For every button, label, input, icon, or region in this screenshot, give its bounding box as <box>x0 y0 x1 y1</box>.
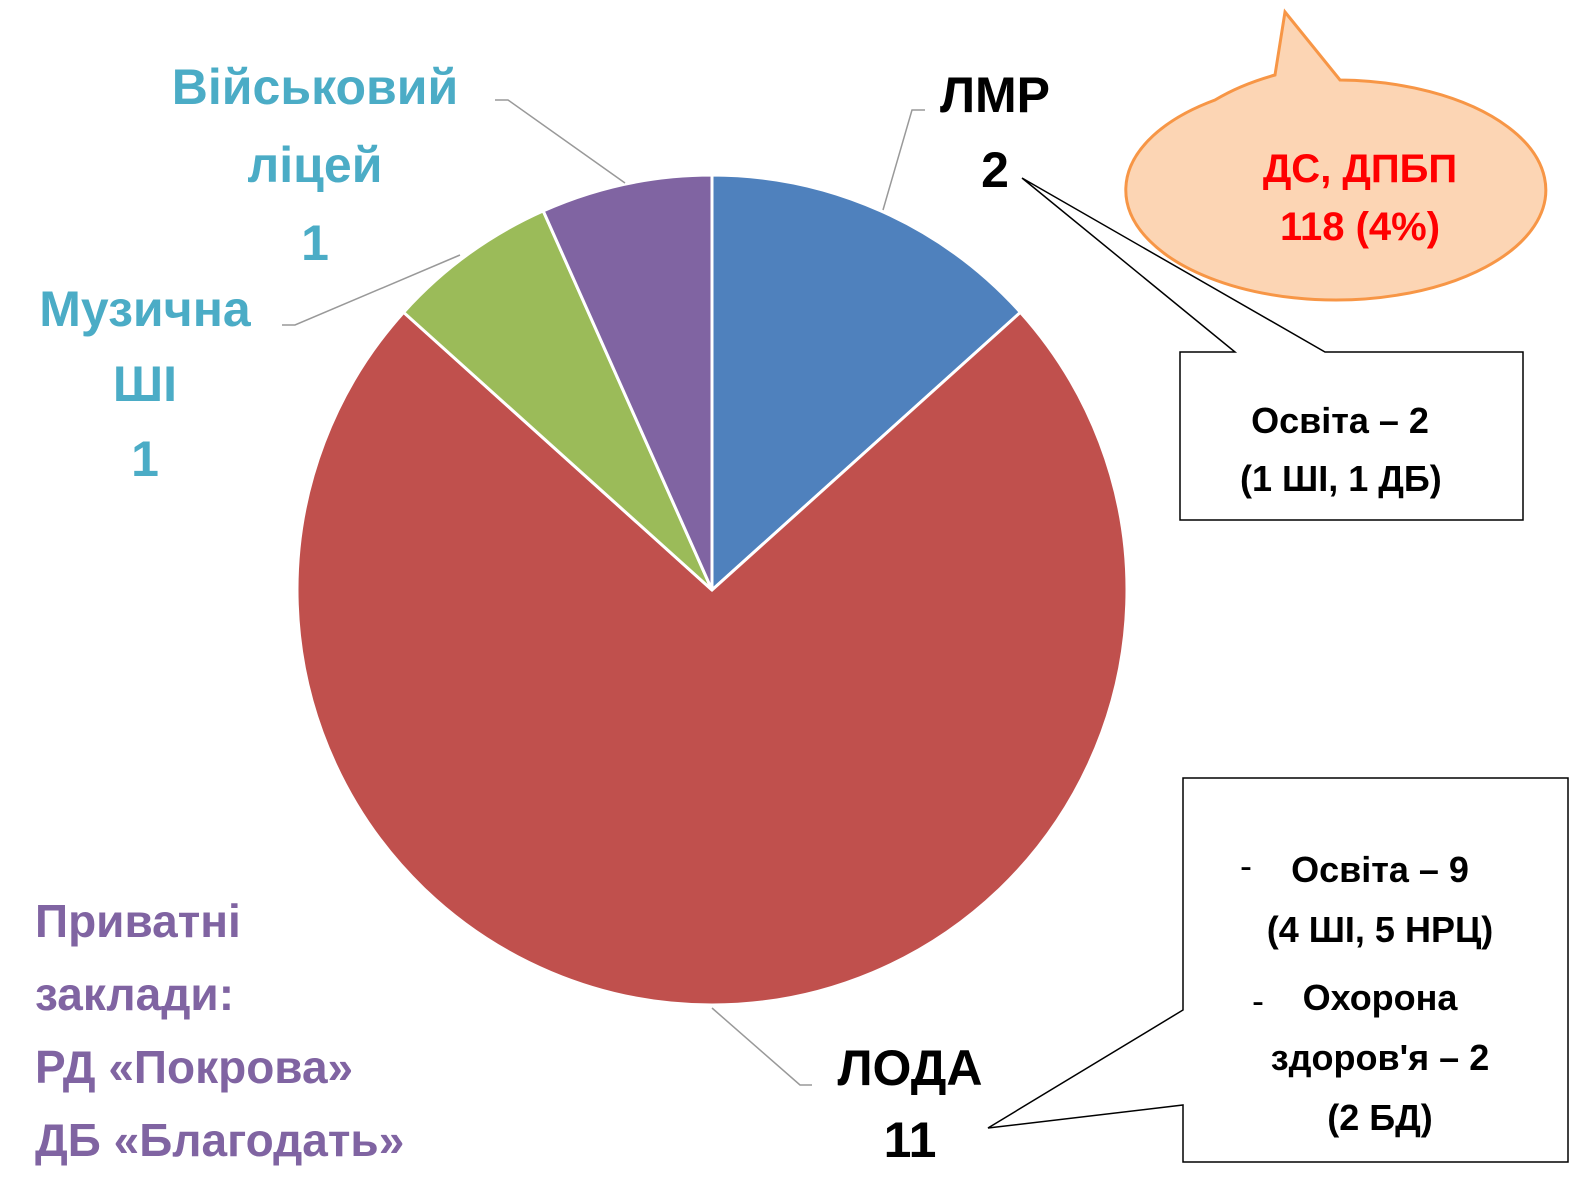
value-label: 1 <box>131 431 159 487</box>
leader-line <box>282 254 461 326</box>
value-label: 1 <box>301 215 329 271</box>
text-line: здоров'я – 2 <box>1270 1037 1490 1078</box>
callout-text: Освіта – 9 (4 ШІ, 5 НРЦ) Охорона здоров'… <box>1210 840 1550 1148</box>
text-line: Освіта – 2 <box>1251 400 1429 441</box>
list-marker: - <box>1240 845 1252 886</box>
category-label: ЛОДА <box>837 1040 983 1096</box>
leader-line <box>495 99 626 184</box>
data-label: ЛОДА 11 <box>780 1032 1040 1176</box>
leader-line <box>882 109 925 211</box>
pie-slice <box>541 173 714 591</box>
text-line: (2 БД) <box>1327 1097 1433 1138</box>
category-label: Музична ШІ <box>39 281 251 412</box>
text-line: (1 ШІ, 1 ДБ) <box>1240 458 1442 499</box>
speech-bubble <box>1124 8 1548 302</box>
callout-text: Освіта – 2 (1 ШІ, 1 ДБ) <box>1240 392 1442 508</box>
pie-slice <box>710 173 1023 594</box>
data-label: ЛМР 2 <box>895 58 1095 208</box>
value-label: 2 <box>981 142 1009 198</box>
callout-box <box>1021 177 1524 521</box>
pie <box>295 173 1129 1007</box>
list-marker: - <box>1252 980 1264 1021</box>
data-label: Музична ШІ 1 <box>10 272 280 497</box>
text-line: Охорона <box>1302 977 1458 1018</box>
text-line: ДБ «Благодать» <box>35 1114 405 1166</box>
text-line: заклади: <box>35 968 235 1020</box>
leader-lines <box>282 99 925 1086</box>
text-line: 118 (4%) <box>1279 205 1441 249</box>
value-label: 11 <box>883 1112 937 1168</box>
text-line: (4 ШІ, 5 НРЦ) <box>1266 909 1494 950</box>
bubble-text: ДС, ДПБП 118 (4%) <box>1260 140 1460 256</box>
text-line: Приватні <box>35 895 241 947</box>
pie-slice <box>295 310 1129 1007</box>
category-label: ЛМР <box>939 67 1051 123</box>
pie-slice <box>401 208 714 592</box>
leader-line <box>711 1007 812 1086</box>
text-line: ДС, ДПБП <box>1262 147 1458 191</box>
callout-box <box>987 777 1569 1163</box>
text-line: Освіта – 9 <box>1291 849 1469 890</box>
private-text: Приватні заклади: РД «Покрова» ДБ «Благо… <box>35 885 404 1177</box>
category-label: Військовий ліцей <box>171 59 459 193</box>
text-line: РД «Покрова» <box>35 1041 354 1093</box>
data-label: Військовий ліцей 1 <box>125 48 505 282</box>
